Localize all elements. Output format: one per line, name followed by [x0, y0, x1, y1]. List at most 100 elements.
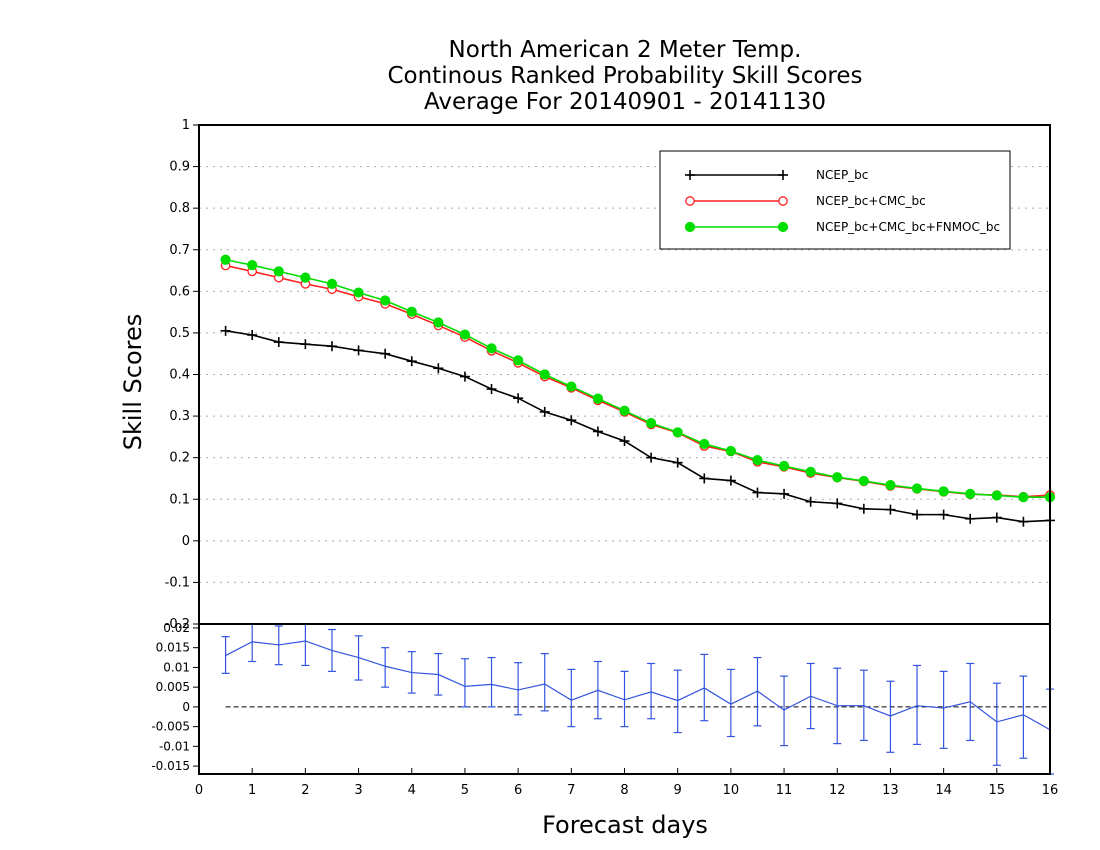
data-point — [779, 488, 790, 499]
title-line-1: North American 2 Meter Temp. — [449, 37, 802, 63]
x-tick-label: 8 — [620, 783, 628, 798]
data-point — [513, 355, 524, 366]
error-bar — [514, 662, 523, 716]
data-point — [486, 384, 497, 395]
lower-series — [221, 623, 1054, 775]
data-point — [1018, 492, 1029, 503]
legend-marker — [777, 221, 789, 233]
data-point — [566, 415, 577, 426]
data-point — [406, 356, 417, 367]
upper-series — [220, 254, 1056, 527]
y-tick-label: 0.4 — [169, 368, 190, 383]
chart-title: North American 2 Meter Temp. Continous R… — [387, 37, 862, 115]
x-tick-label: 4 — [408, 783, 416, 798]
data-point — [353, 345, 364, 356]
x-tick-label: 14 — [935, 783, 952, 798]
error-bar — [567, 668, 576, 728]
error-bar — [939, 670, 948, 749]
error-bar — [540, 653, 549, 712]
y-tick-label: 1 — [182, 118, 190, 133]
data-point — [592, 426, 603, 437]
data-point — [486, 343, 497, 354]
x-tick-label: 16 — [1042, 783, 1059, 798]
data-point — [406, 306, 417, 317]
title-line-2: Continous Ranked Probability Skill Score… — [387, 63, 862, 89]
y-tick-label: 0.3 — [169, 409, 190, 424]
data-point — [433, 317, 444, 328]
error-bar — [381, 647, 390, 688]
data-point — [991, 490, 1002, 501]
data-point — [459, 371, 470, 382]
error-bar — [913, 664, 922, 745]
data-point — [247, 260, 258, 271]
y-tick-label: 0.2 — [169, 451, 190, 466]
error-bar — [327, 628, 336, 672]
error-bar — [833, 667, 842, 745]
error-bar — [992, 682, 1001, 766]
error-bar — [753, 656, 762, 727]
legend-label: NCEP_bc+CMC_bc — [816, 194, 926, 208]
y-tick-label: 0 — [182, 534, 190, 549]
lower-y-axis: -0.015 -0.01 -0.005 0 0.005 0.01 0.015 0.02 — [151, 621, 199, 773]
x-tick-label: 12 — [829, 783, 846, 798]
data-point — [353, 287, 364, 298]
data-point — [965, 488, 976, 499]
data-point — [885, 480, 896, 491]
legend-box — [659, 150, 1011, 250]
data-point — [645, 418, 657, 429]
data-point — [326, 341, 337, 352]
y-tick-label: 0.015 — [156, 641, 190, 655]
data-point — [858, 503, 869, 514]
x-tick-label: 9 — [674, 783, 682, 798]
y-tick-label: 0 — [182, 700, 190, 714]
data-point — [911, 483, 923, 494]
data-point — [699, 473, 710, 484]
data-point — [247, 329, 258, 340]
data-point — [752, 487, 763, 498]
error-bar — [700, 653, 709, 722]
error-bar — [460, 658, 469, 708]
y-tick-label: 0.8 — [169, 201, 190, 216]
legend: NCEP_bc NCEP_bc+CMC_bc NCEP_bc+CMC_bc+FNMO… — [659, 150, 1011, 250]
data-point — [699, 438, 710, 450]
data-point — [273, 337, 284, 348]
data-point — [513, 393, 524, 404]
data-point — [965, 513, 976, 524]
x-tick-label: 15 — [989, 783, 1006, 798]
x-tick-label: 10 — [723, 783, 740, 798]
data-point — [672, 457, 683, 468]
data-point — [885, 504, 896, 515]
error-bar — [886, 680, 895, 753]
error-bar — [620, 670, 629, 728]
error-bar — [806, 662, 815, 730]
data-point — [539, 369, 550, 380]
x-tick-label: 0 — [195, 783, 203, 798]
error-bar — [434, 653, 443, 696]
data-point — [912, 509, 923, 520]
y-tick-label: 0.9 — [169, 160, 190, 175]
data-point — [273, 266, 284, 277]
error-bar — [966, 662, 975, 742]
y-tick-label: 0.7 — [169, 243, 190, 258]
title-line-3: Average For 20140901 - 20141130 — [424, 89, 826, 115]
error-bar — [354, 635, 363, 681]
upper-y-axis: -0.2 -0.1 0 0.1 0.2 0.3 0.4 0.5 0.6 0.7 0.8 0.9 1 — [165, 118, 199, 632]
error-bar — [593, 660, 602, 720]
x-tick-label: 1 — [248, 783, 256, 798]
legend-marker — [778, 196, 788, 206]
data-point — [858, 475, 869, 487]
y-tick-label: 0.02 — [163, 621, 190, 635]
data-point — [1018, 516, 1029, 527]
y-axis-title: Skill Scores — [119, 314, 147, 451]
y-tick-label: -0.01 — [159, 739, 190, 753]
y-tick-label: -0.015 — [151, 759, 190, 773]
data-point — [380, 295, 391, 306]
series-line — [225, 330, 1051, 523]
data-point — [991, 512, 1002, 523]
x-tick-label: 6 — [514, 783, 522, 798]
data-point — [646, 452, 657, 463]
error-bar — [274, 625, 283, 666]
error-bar — [726, 668, 735, 738]
x-tick-label: 2 — [301, 783, 309, 798]
